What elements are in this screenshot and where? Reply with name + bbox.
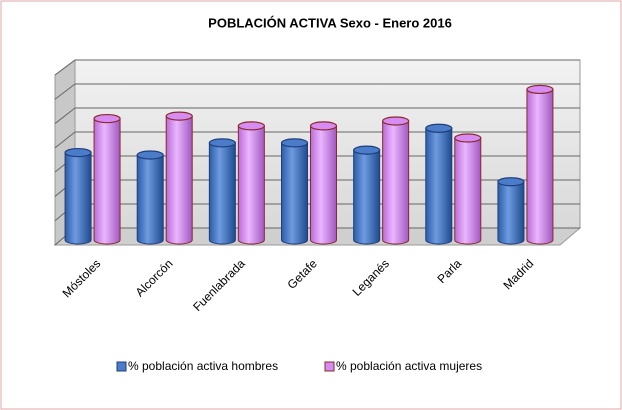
- bar-top: [454, 133, 482, 143]
- legend-label: % población activa mujeres: [336, 359, 482, 373]
- bar-top: [526, 84, 554, 95]
- bar-top: [309, 121, 338, 131]
- bar: [136, 154, 164, 245]
- grid-line-side: [54, 83, 76, 100]
- bar-top: [353, 145, 381, 155]
- bar-top: [64, 147, 92, 158]
- bar: [93, 118, 121, 245]
- bar: [165, 115, 193, 245]
- bar-top: [280, 138, 309, 148]
- bar: [526, 88, 554, 245]
- bar-top: [165, 111, 193, 121]
- grid-line-side: [54, 59, 76, 76]
- grid-line-side: [54, 131, 76, 149]
- bar: [281, 142, 308, 245]
- bar-top: [382, 116, 410, 126]
- legend-swatch: [324, 361, 335, 372]
- bar: [497, 181, 525, 245]
- bar-top: [93, 113, 121, 124]
- bar: [382, 120, 410, 245]
- grid-line-side: [54, 107, 76, 124]
- legend-label: % población activa hombres: [128, 359, 278, 373]
- bar: [208, 142, 236, 245]
- bar: [425, 127, 453, 245]
- bar-top: [136, 150, 164, 160]
- bar-top: [237, 121, 265, 131]
- bar-top: [208, 138, 236, 148]
- bar: [237, 125, 265, 245]
- bar: [310, 125, 337, 245]
- bar: [64, 152, 92, 245]
- chart-title: POBLACIÓN ACTIVA Sexo - Enero 2016: [208, 15, 452, 30]
- legend-swatch: [116, 361, 127, 372]
- bar-top: [425, 123, 453, 133]
- bar: [454, 137, 482, 245]
- bar: [353, 149, 381, 245]
- bar-top: [497, 177, 525, 187]
